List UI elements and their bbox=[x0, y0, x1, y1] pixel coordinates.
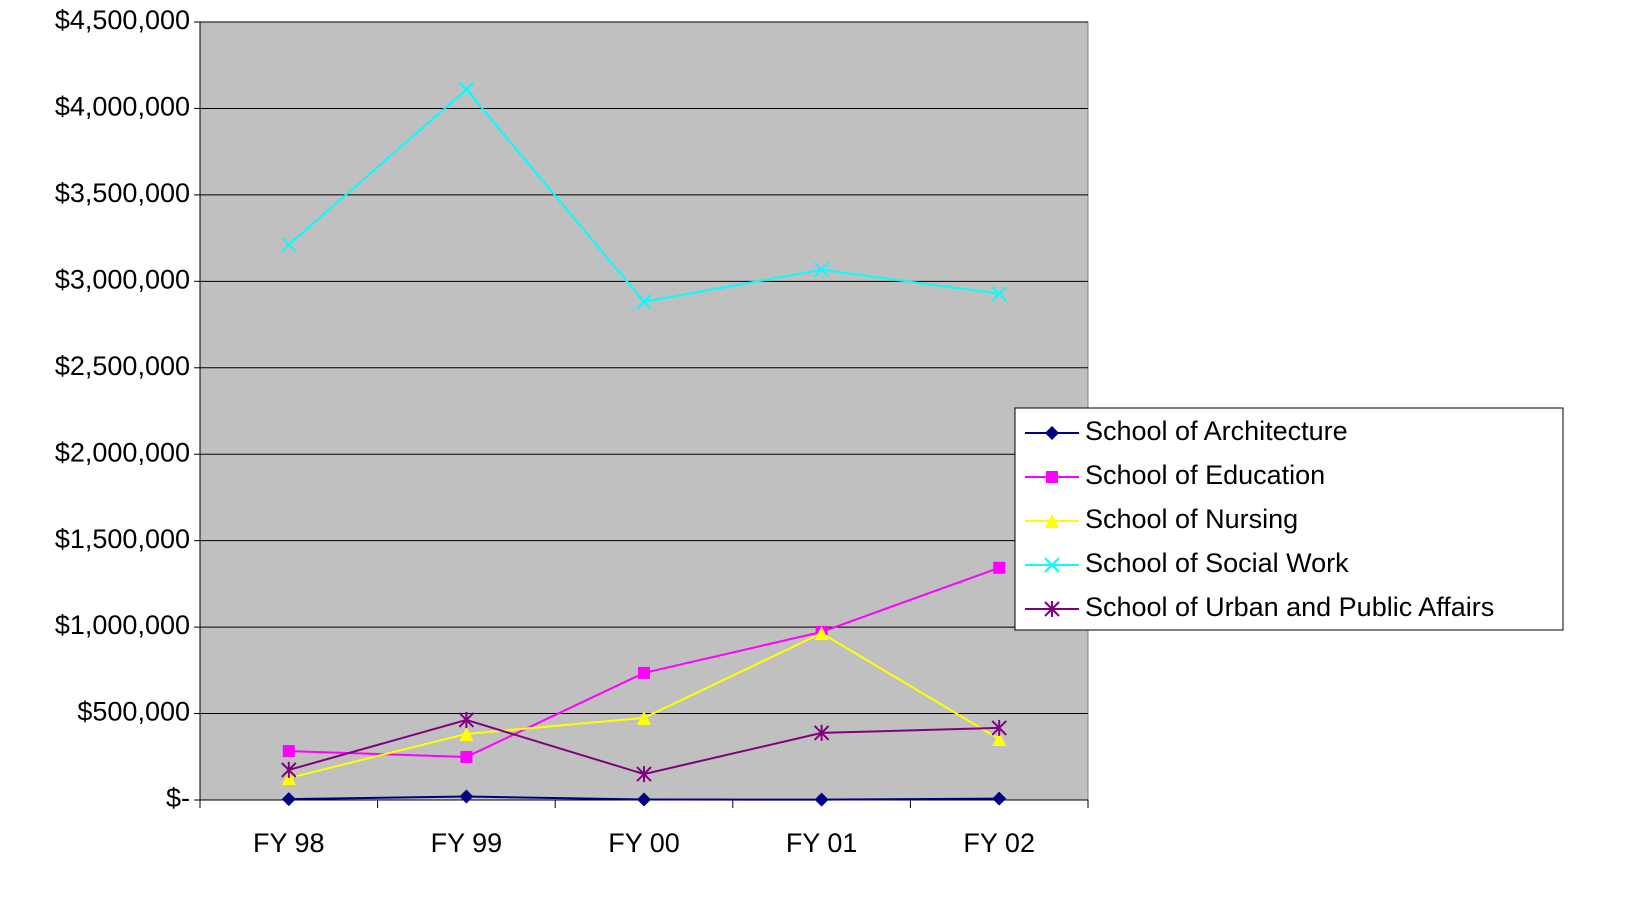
marker bbox=[991, 719, 1007, 736]
marker bbox=[281, 761, 297, 778]
marker bbox=[460, 750, 473, 763]
marker bbox=[1045, 514, 1059, 528]
y-tick-label: $1,500,000 bbox=[55, 524, 190, 554]
y-tick-label: $2,000,000 bbox=[55, 437, 190, 467]
x-tick-label: FY 98 bbox=[253, 828, 325, 858]
marker bbox=[281, 792, 296, 807]
marker bbox=[637, 710, 651, 725]
marker bbox=[813, 724, 830, 741]
marker bbox=[636, 294, 652, 310]
y-tick-label: $2,500,000 bbox=[55, 351, 190, 381]
y-tick-label: $3,500,000 bbox=[55, 178, 190, 208]
legend-label: School of Urban and Public Affairs bbox=[1085, 592, 1494, 622]
x-tick-label: FY 01 bbox=[786, 828, 858, 858]
marker bbox=[636, 766, 652, 783]
marker bbox=[458, 711, 475, 728]
legend-label: School of Social Work bbox=[1085, 548, 1349, 578]
marker bbox=[459, 789, 474, 804]
marker bbox=[1046, 471, 1058, 483]
marker bbox=[637, 792, 651, 807]
x-tick-label: FY 02 bbox=[963, 828, 1035, 858]
marker bbox=[458, 81, 475, 98]
marker bbox=[814, 626, 829, 641]
marker bbox=[1044, 557, 1060, 573]
y-tick-label: $1,000,000 bbox=[55, 610, 190, 640]
marker bbox=[638, 666, 650, 679]
y-tick-label: $- bbox=[166, 783, 190, 813]
marker bbox=[281, 236, 297, 253]
marker bbox=[282, 745, 295, 758]
legend bbox=[1014, 407, 1564, 631]
y-tick-label: $4,500,000 bbox=[55, 5, 190, 35]
marker bbox=[1045, 426, 1059, 440]
marker bbox=[991, 286, 1007, 302]
y-tick-label: $4,000,000 bbox=[55, 92, 190, 122]
x-tick-label: FY 00 bbox=[608, 828, 680, 858]
marker bbox=[281, 771, 296, 786]
marker bbox=[1044, 601, 1060, 617]
y-tick-label: $3,000,000 bbox=[55, 264, 190, 294]
legend-label: School of Education bbox=[1085, 460, 1325, 490]
legend-label: School of Architecture bbox=[1085, 416, 1348, 446]
x-tick-label: FY 99 bbox=[431, 828, 503, 858]
marker bbox=[993, 561, 1006, 574]
marker bbox=[459, 726, 474, 741]
plot-area bbox=[199, 21, 1089, 801]
y-tick-label: $500,000 bbox=[77, 697, 190, 727]
marker bbox=[814, 792, 829, 807]
marker bbox=[813, 262, 830, 278]
marker bbox=[992, 791, 1007, 806]
marker bbox=[992, 731, 1007, 746]
legend-label: School of Nursing bbox=[1085, 504, 1298, 534]
